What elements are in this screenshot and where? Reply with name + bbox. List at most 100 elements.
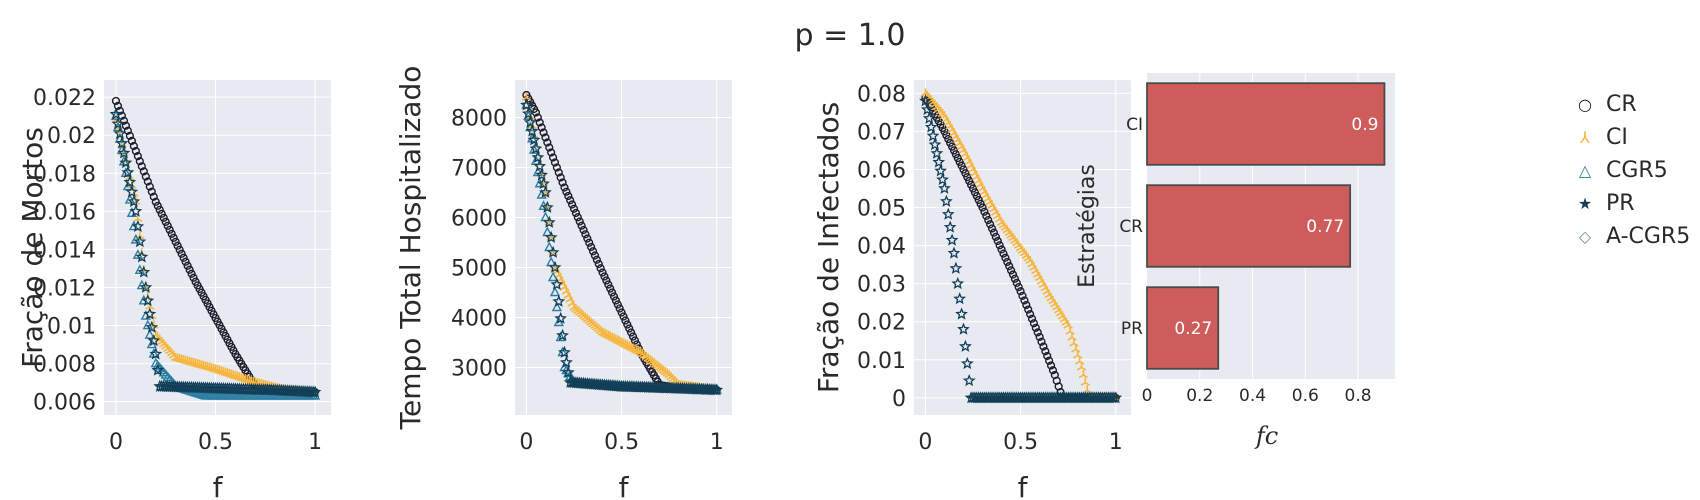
point bbox=[1033, 328, 1042, 337]
point bbox=[630, 336, 640, 345]
point bbox=[573, 213, 582, 222]
point bbox=[575, 217, 584, 226]
point bbox=[1026, 310, 1035, 319]
point bbox=[1022, 300, 1031, 310]
point bbox=[941, 207, 955, 220]
point bbox=[560, 183, 569, 192]
y-tick-label: 7000 bbox=[451, 157, 507, 182]
legend-label: CGR5 bbox=[1606, 157, 1668, 183]
point bbox=[609, 292, 619, 301]
point bbox=[540, 200, 554, 213]
point bbox=[577, 221, 586, 230]
point bbox=[147, 334, 161, 347]
y-tick-label: 0.008 bbox=[33, 353, 96, 378]
x-tick-label: 0 bbox=[1142, 386, 1153, 406]
point bbox=[554, 168, 563, 177]
point bbox=[1045, 356, 1054, 365]
x-tick-label: 1 bbox=[1109, 430, 1123, 455]
point bbox=[1014, 282, 1023, 292]
legend-label: CI bbox=[1606, 124, 1628, 150]
point bbox=[600, 272, 609, 281]
triangle-icon: △ bbox=[1578, 160, 1592, 180]
y-tick-label: 0 bbox=[892, 387, 906, 412]
point bbox=[179, 253, 188, 262]
point bbox=[122, 180, 134, 191]
y-tick-label: 0.06 bbox=[857, 158, 906, 183]
y-tick-label: 0.016 bbox=[33, 200, 96, 225]
legend-item[interactable]: △ CGR5 bbox=[1570, 155, 1668, 185]
point bbox=[559, 355, 573, 368]
point bbox=[159, 213, 168, 222]
point bbox=[527, 133, 541, 146]
point bbox=[926, 129, 940, 142]
point bbox=[547, 271, 559, 282]
point bbox=[124, 193, 136, 204]
point bbox=[149, 347, 163, 360]
point bbox=[1041, 347, 1050, 356]
point bbox=[945, 233, 959, 246]
point bbox=[123, 175, 137, 188]
point bbox=[141, 294, 155, 307]
point bbox=[566, 196, 575, 205]
point bbox=[991, 232, 1000, 241]
legend-item[interactable]: ⅄ CI bbox=[1570, 122, 1628, 152]
bar-panel: 0 0.2 0.4 0.6 0.8 CI 0.9 CR 0.77 PR 0.27 Estratégia… bbox=[1075, 73, 1395, 450]
point bbox=[581, 230, 590, 239]
point bbox=[1012, 278, 1021, 288]
point bbox=[984, 215, 993, 225]
point bbox=[1031, 323, 1040, 332]
point bbox=[523, 115, 537, 128]
point bbox=[548, 153, 558, 162]
point bbox=[121, 121, 131, 130]
point bbox=[548, 260, 562, 273]
point bbox=[533, 159, 547, 172]
x-tick-label: 0 bbox=[519, 430, 533, 455]
x-axis-label: f bbox=[213, 471, 224, 500]
point bbox=[606, 284, 615, 293]
x-tick-label: 0.8 bbox=[1345, 386, 1372, 406]
point bbox=[623, 320, 632, 329]
point bbox=[132, 249, 144, 259]
point bbox=[157, 209, 166, 218]
y-axis-label: Tempo Total Hospitalizado bbox=[394, 66, 427, 431]
scatter-panel: 0 0.5 1 0 0.01 0.02 0.03 0.04 0.05 0.06 0.07 0.08 f F… bbox=[812, 80, 1131, 500]
point bbox=[1027, 314, 1037, 323]
point bbox=[535, 118, 544, 127]
point bbox=[1078, 370, 1089, 379]
y-tick-label: 0.08 bbox=[857, 82, 906, 107]
point bbox=[130, 233, 142, 244]
point bbox=[555, 331, 566, 342]
point bbox=[556, 328, 569, 341]
y-tick-label: 0.03 bbox=[857, 273, 906, 298]
legend-item[interactable]: ○ CR bbox=[1570, 89, 1637, 119]
legend-label: A-CGR5 bbox=[1606, 223, 1691, 249]
x-axis-label: f bbox=[619, 471, 630, 500]
point bbox=[181, 257, 190, 266]
point bbox=[532, 166, 544, 177]
y-axis-label: Fração de Mortos bbox=[16, 127, 49, 368]
point bbox=[583, 234, 592, 243]
legend-label: CR bbox=[1606, 91, 1637, 117]
point bbox=[1003, 257, 1012, 267]
y-tick-label: 0.022 bbox=[33, 86, 96, 111]
point bbox=[919, 94, 932, 107]
legend-item[interactable]: ★ PR bbox=[1570, 188, 1635, 218]
point bbox=[1080, 377, 1091, 386]
legend-item[interactable]: ◇ A-CGR5 bbox=[1570, 221, 1690, 251]
point bbox=[139, 167, 148, 176]
x-tick-label: 0.4 bbox=[1239, 386, 1266, 406]
point bbox=[135, 231, 145, 240]
point bbox=[1048, 366, 1058, 375]
point bbox=[115, 136, 129, 149]
point bbox=[932, 155, 946, 168]
point bbox=[153, 201, 162, 210]
point bbox=[564, 191, 573, 201]
point bbox=[521, 92, 532, 101]
point bbox=[594, 259, 603, 269]
circle-icon: ○ bbox=[1578, 94, 1592, 114]
point bbox=[611, 296, 620, 305]
point bbox=[144, 329, 155, 339]
series-pr bbox=[919, 94, 1123, 404]
category-label: CI bbox=[1126, 115, 1143, 135]
point bbox=[123, 126, 132, 135]
